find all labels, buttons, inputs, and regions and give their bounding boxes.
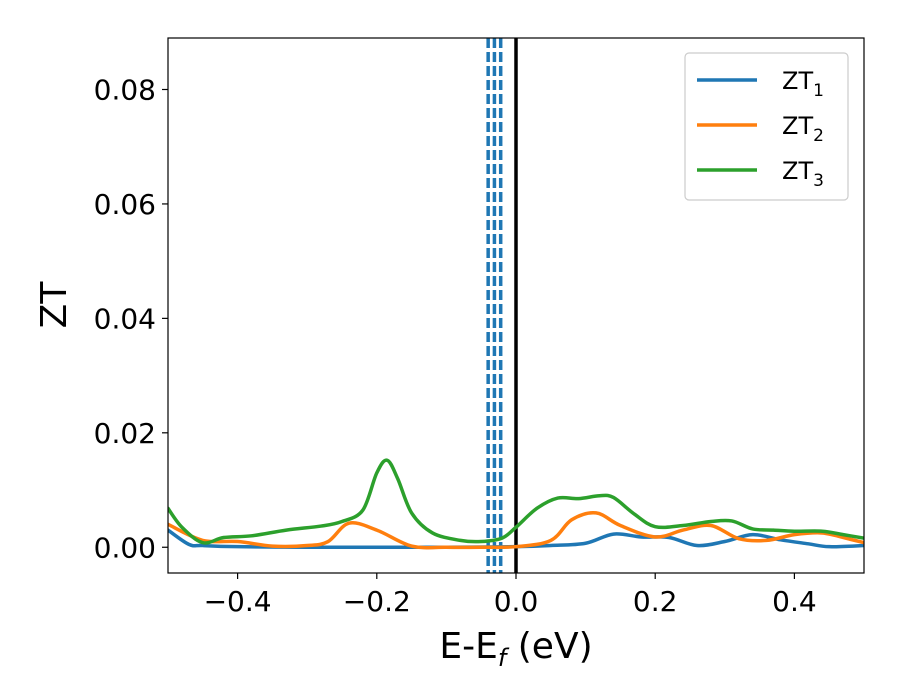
x-axis-title: E-Ef (eV) — [439, 626, 592, 672]
x-tick-label: −0.4 — [204, 585, 272, 618]
x-tick-label: −0.2 — [343, 585, 411, 618]
x-tick-label: 0.0 — [494, 585, 539, 618]
legend-label-zt3: ZT3 — [782, 157, 824, 191]
y-tick-label: 0.02 — [94, 417, 156, 450]
y-tick-label: 0.00 — [94, 531, 156, 564]
legend: ZT1 ZT2 ZT3 — [684, 52, 849, 201]
legend-box — [684, 52, 849, 201]
legend-label-zt2: ZT2 — [782, 112, 824, 146]
y-tick-label: 0.06 — [94, 188, 156, 221]
x-axis-title-main: E-E — [439, 626, 497, 667]
y-tick-label: 0.04 — [94, 302, 156, 335]
y-axis-title: ZT — [34, 281, 75, 329]
x-tick-label: 0.4 — [772, 585, 817, 618]
series-line-zt3 — [168, 458, 864, 545]
series-line-zt2 — [168, 511, 864, 550]
legend-label-zt1: ZT1 — [782, 67, 824, 101]
x-tick-label: 0.2 — [633, 585, 678, 618]
x-axis-title-unit: (eV) — [506, 626, 592, 667]
y-tick-label: 0.08 — [94, 73, 156, 106]
